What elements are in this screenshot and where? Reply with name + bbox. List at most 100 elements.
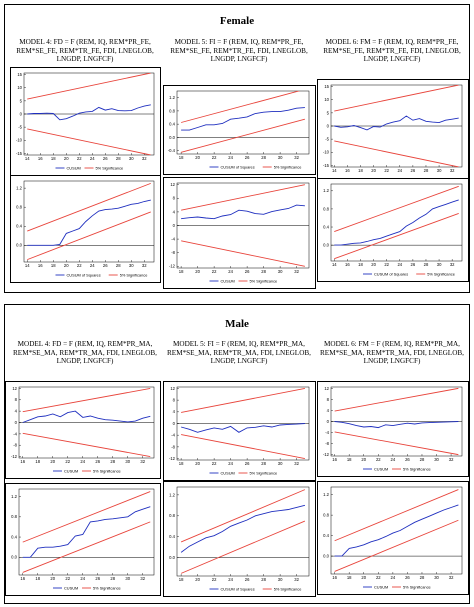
x-tick-label: 32 [449, 457, 454, 462]
chart-female-m5-cusumsq: -0.4 0.0 0.4 0.8 1.2 18 20 22 24 26 28 30 32 CUSUM of… [163, 85, 316, 175]
y-tick-label: -0.4 [168, 148, 176, 153]
x-tick-label: 30 [129, 263, 134, 268]
x-tick-label: 20 [195, 155, 200, 160]
chart-female-m5-cusum: -12 -8 -4 0 4 8 12 18 20 22 24 26 28 30 32 CUSUM 5% Sign… [163, 177, 316, 289]
y-tick-label: 0.8 [323, 513, 329, 518]
y-tick-label: 8 [173, 196, 176, 201]
y-tick-label: -4 [171, 237, 175, 242]
upper-bound-line [180, 489, 306, 543]
y-tick-label: 1.2 [169, 95, 175, 100]
x-tick-label: 24 [397, 262, 402, 267]
series-line [180, 504, 306, 553]
y-tick-label: -4 [325, 430, 329, 435]
chart-svg: -12 -8 -4 0 4 8 12 18 20 22 24 26 28 30 32 CUSUM 5% Sign… [169, 386, 310, 475]
chart-male-m5-cusum: -12 -8 -4 0 4 8 12 18 20 22 24 26 28 30 32 CUSUM 5% Sign… [163, 381, 316, 481]
x-tick-label: 24 [80, 576, 85, 581]
upper-bound-line [334, 387, 459, 412]
legend-series-label: CUSUM of Squares [67, 272, 101, 277]
x-tick-label: 30 [434, 575, 439, 580]
chart-male-m5-cusumsq: 0.0 0.4 0.8 1.2 18 20 22 24 26 28 30 32 CUSUM of Squ… [163, 481, 316, 597]
plot-frame [176, 486, 310, 577]
lower-bound-line [334, 519, 459, 572]
x-tick-label: 26 [95, 459, 100, 464]
x-tick-label: 18 [35, 576, 40, 581]
y-tick-label: 0.8 [11, 514, 17, 519]
y-tick-label: 8 [327, 397, 330, 402]
x-tick-label: 28 [261, 269, 266, 274]
upper-bound-line [181, 388, 305, 413]
x-tick-label: 14 [25, 156, 30, 161]
x-tick-label: 20 [64, 263, 69, 268]
y-tick-label: 8 [173, 398, 176, 403]
y-tick-label: -15 [16, 151, 23, 156]
legend-series-label: CUSUM of Squares [221, 164, 255, 169]
x-tick-label: 16 [332, 575, 337, 580]
x-tick-label: 16 [38, 263, 43, 268]
chart-svg: -15-10-505101514161820222426283032CUSUM5… [323, 84, 463, 182]
x-tick-label: 26 [103, 263, 108, 268]
upper-bound-line [27, 182, 151, 232]
y-tick-label: 0.4 [169, 534, 175, 539]
y-tick-label: 12 [170, 182, 175, 187]
x-tick-label: 26 [103, 156, 108, 161]
x-tick-label: 20 [50, 459, 55, 464]
y-tick-label: 4 [173, 209, 176, 214]
x-tick-label: 24 [228, 269, 233, 274]
y-tick-label: 12 [170, 386, 175, 391]
y-tick-label: 15 [324, 84, 329, 89]
legend-sig-label: 5% Significance [120, 272, 148, 277]
y-tick-label: 5 [20, 98, 23, 103]
y-tick-label: -15 [323, 163, 330, 168]
legend-sig-label: 5% Significance [274, 586, 302, 591]
chart-female-m6-cusumsq: 0.0 0.4 0.8 1.2 14 16 18 20 22 24 26 28 30 32 CUSUM of… [317, 178, 469, 282]
y-tick-label: 10 [17, 85, 22, 90]
y-tick-label: 0 [327, 123, 330, 128]
x-tick-label: 32 [450, 168, 455, 173]
lower-bound-line [180, 520, 306, 574]
legend-series-label: CUSUM of Squares [374, 271, 408, 276]
upper-bound-line [181, 91, 301, 123]
chart-male-m6-cusum: -12 -8 -4 0 4 8 12 16 18 20 22 24 26 28 30 32 CUSUM 5% Si… [317, 381, 469, 477]
y-tick-label: 4 [173, 409, 176, 414]
lower-bound-line [22, 432, 151, 458]
x-tick-label: 30 [129, 156, 134, 161]
x-tick-label: 18 [179, 577, 184, 582]
male-model5-title: MODEL 5: FI = F (REM, IQ, REM*PR_MA, REM… [167, 340, 311, 366]
x-tick-label: 16 [345, 168, 350, 173]
y-tick-label: -8 [171, 444, 175, 449]
y-tick-label: 15 [17, 72, 22, 77]
x-tick-label: 20 [371, 168, 376, 173]
x-tick-label: 24 [228, 155, 233, 160]
male-model4-title: MODEL 4: FD = F (REM, IQ, REM*PR_MA, REM… [13, 340, 157, 366]
chart-svg: 0.0 0.4 0.8 1.2 16 18 20 22 24 26 28 30 32 CUSUM 5% Si… [323, 486, 463, 589]
chart-male-m4-cusum: -12 -8 -4 0 4 8 12 16 18 20 22 24 26 28 30 32 CUSUM 5% Si… [5, 381, 161, 479]
legend-sig-label: 5% Significance [250, 278, 278, 283]
y-tick-label: -12 [323, 452, 330, 457]
x-tick-label: 18 [51, 156, 56, 161]
x-tick-label: 16 [20, 459, 25, 464]
y-tick-label: 0.4 [11, 534, 17, 539]
y-tick-label: -8 [13, 443, 17, 448]
section-heading-female: Female [219, 15, 255, 27]
x-tick-label: 30 [125, 576, 130, 581]
chart-svg: 0.0 0.4 0.8 1.2 16 18 20 22 24 26 28 30 32 CUSUM 5% Si… [11, 488, 155, 590]
chart-svg: 0.0 0.4 0.8 1.2 18 20 22 24 26 28 30 32 CUSUM of Squ… [169, 486, 310, 591]
upper-bound-line [22, 387, 151, 413]
y-tick-label: 0.0 [16, 243, 22, 248]
lower-bound-line [181, 240, 305, 267]
x-tick-label: 22 [384, 262, 389, 267]
x-tick-label: 28 [116, 156, 121, 161]
plot-frame [23, 180, 155, 263]
y-tick-label: 0.0 [169, 555, 175, 560]
upper-bound-line [334, 489, 459, 542]
x-tick-label: 20 [195, 461, 200, 466]
x-tick-label: 24 [397, 168, 402, 173]
x-tick-label: 26 [245, 155, 250, 160]
legend-series-label: CUSUM [64, 468, 78, 473]
lower-bound-line [334, 431, 459, 456]
x-tick-label: 24 [391, 457, 396, 462]
x-tick-label: 20 [64, 156, 69, 161]
x-tick-label: 32 [294, 269, 299, 274]
x-tick-label: 26 [245, 577, 250, 582]
x-tick-label: 32 [140, 459, 145, 464]
